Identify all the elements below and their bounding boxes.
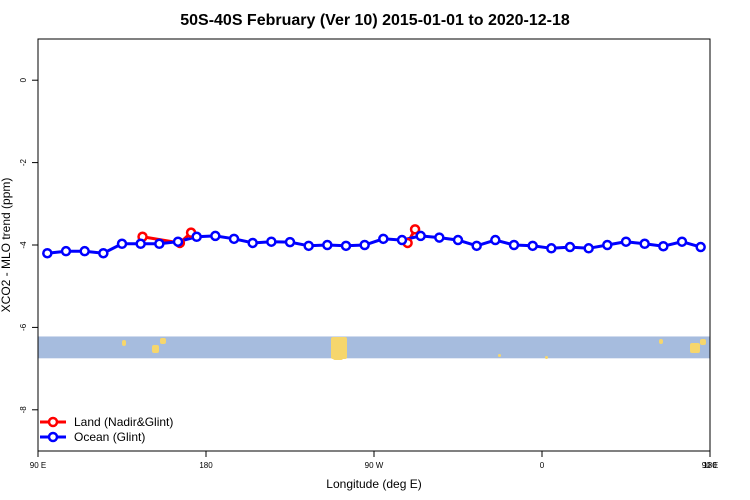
map-land-patch [700,339,706,345]
x-tick-label: 180 [199,461,213,470]
land-point [409,224,421,235]
map-land-patch [331,337,347,359]
legend-ocean-marker [47,431,59,443]
ocean-point [303,240,314,252]
ocean-point [359,239,370,251]
ocean-point [98,247,109,259]
y-tick-label: -8 [19,406,28,414]
map-land-patch [690,343,700,353]
map-land-patch [333,355,343,360]
ocean-point [116,238,128,250]
legend-land-label: Land (Nadir&Glint) [74,415,173,429]
ocean-point [695,241,706,253]
ocean-point [564,241,576,253]
map-land-patch [498,354,501,357]
x-tick-label: 90 W [365,461,384,470]
chart-title: 50S-40S February (Ver 10) 2015-01-01 to … [180,12,570,29]
ocean-point [266,236,277,247]
legend-land-marker [47,416,59,428]
ocean-point [210,230,221,242]
x-tick-label: 180 [703,461,717,470]
legend-ocean-label: Ocean (Glint) [74,430,145,444]
ocean-point [79,245,90,257]
ocean-point [247,237,258,249]
ocean-point [396,234,408,246]
ocean-point [452,234,464,246]
ocean-point [546,243,557,254]
ocean-point [284,236,296,248]
ocean-point [490,234,501,246]
y-tick-label: -6 [19,323,28,331]
ocean-point [620,236,632,247]
ocean-point [42,247,53,259]
series-points [42,224,706,259]
map-land-patch [160,338,166,344]
legend: Land (Nadir&Glint) Ocean (Glint) [40,415,173,444]
x-tick-label: 90 E [702,461,718,470]
ocean-point [602,239,613,251]
ocean-point [639,238,650,250]
ocean-point [322,239,333,251]
map-ocean-band [38,336,710,359]
map-land-patch [545,356,548,359]
ocean-point [60,245,72,257]
ocean-point [340,240,352,252]
x-tick-label: 0 [540,461,545,470]
ocean-point [228,233,240,245]
y-tick-label: -4 [19,241,28,249]
ocean-point [154,238,165,250]
x-axis-label: Longitude (deg E) [326,477,421,491]
ocean-point [191,231,202,243]
y-axis-label: XCO2 - MLO trend (ppm) [0,178,13,313]
y-tick-label: 0 [19,77,28,82]
ocean-point [527,240,538,252]
y-axis: 0 -2 -4 -6 -8 [19,77,38,413]
ocean-point [583,243,594,254]
ocean-point [135,238,146,250]
map-land-patch [122,340,126,346]
ocean-point [415,230,426,242]
map-land-patch [152,345,159,353]
ocean-point [172,236,184,247]
ocean-point [676,236,688,247]
ocean-point [378,233,389,245]
ocean-point [471,240,482,252]
map-land-patch [659,339,663,344]
map-strip [38,336,710,360]
ocean-point [434,232,445,243]
x-tick-label: 90 E [30,461,46,470]
y-tick-label: -2 [19,158,28,166]
ocean-point [658,240,669,252]
ocean-point [508,239,520,251]
